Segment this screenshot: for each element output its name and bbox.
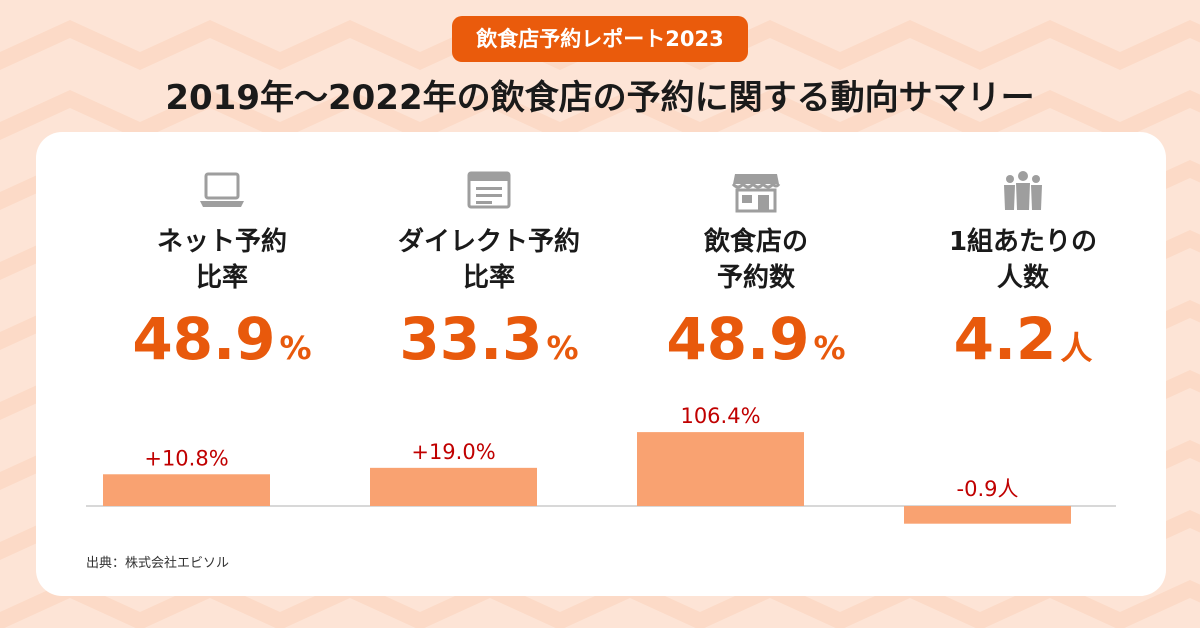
metric-label: ネット予約 比率 — [156, 227, 287, 293]
chart-data-label: 106.4% — [680, 404, 760, 428]
people-group-icon — [1004, 171, 1042, 210]
source-note: 出典：株式会社エビソル — [86, 556, 230, 571]
metric-party-size: 1組あたりの 人数 4.2 人 — [883, 132, 1163, 596]
storefront-icon — [731, 174, 781, 213]
summary-card: ネット予約 比率 48.9% ダイレクト予約 比率 33.3% — [36, 132, 1166, 596]
metric-value: 48.9% — [666, 305, 846, 373]
metric-label: ダイレクト予約 比率 — [397, 227, 580, 293]
metric-value: 48.9% — [132, 305, 312, 373]
chart-bar — [370, 467, 537, 506]
metric-restaurant-reservations: 飲食店の 予約数 48.9% — [616, 132, 896, 596]
chart-data-label: +19.0% — [411, 440, 495, 464]
browser-window-icon — [467, 171, 511, 209]
laptop-icon — [200, 172, 244, 207]
chart-data-label: -0.9人 — [957, 477, 1019, 501]
report-badge: 飲食店予約レポート2023 — [452, 16, 748, 62]
metric-direct-reservation: ダイレクト予約 比率 33.3% — [349, 132, 629, 596]
chart-bar — [103, 474, 270, 506]
chart-data-label: +10.8% — [144, 446, 228, 470]
metric-net-reservation: ネット予約 比率 48.9% — [82, 132, 362, 596]
metric-label: 飲食店の 予約数 — [703, 227, 808, 293]
page-title: 2019年〜2022年の飲食店の予約に関する動向サマリー — [165, 78, 1035, 118]
metric-label: 1組あたりの 人数 — [948, 227, 1098, 293]
chart-bar — [904, 506, 1071, 524]
metric-value: 33.3% — [399, 305, 579, 373]
chart-bar — [637, 432, 804, 506]
metric-value: 4.2 人 — [953, 305, 1093, 373]
change-bar-chart: +10.8% +19.0% 106.4% -0.9人 — [86, 404, 1116, 524]
